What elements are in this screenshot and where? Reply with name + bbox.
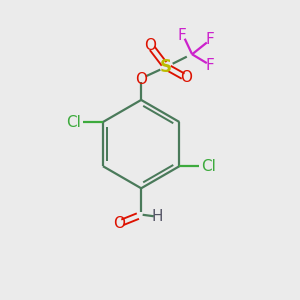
Text: S: S [160,58,172,76]
Text: H: H [152,209,163,224]
Text: O: O [180,70,192,86]
Text: F: F [206,58,214,73]
Text: O: O [135,72,147,87]
Text: O: O [144,38,156,53]
Text: O: O [113,216,125,231]
Text: Cl: Cl [201,159,216,174]
Text: Cl: Cl [66,115,81,130]
Text: F: F [177,28,186,43]
Text: F: F [206,32,214,47]
